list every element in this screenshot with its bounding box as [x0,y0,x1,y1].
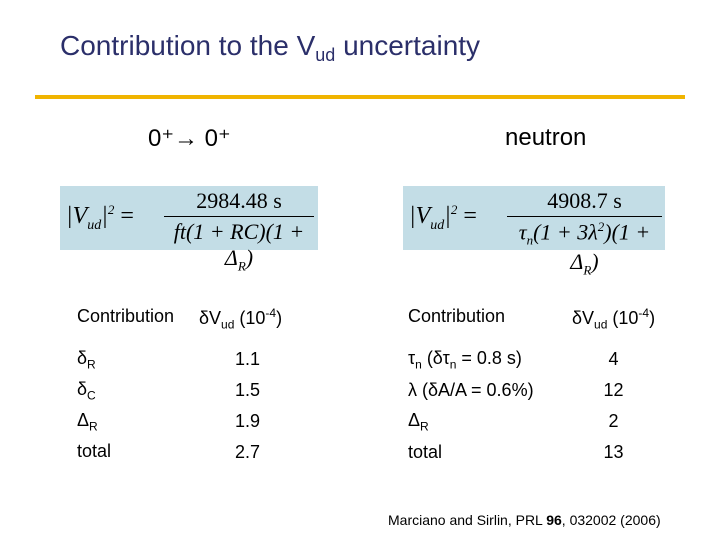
formula-denominator: τn(1 + 3λ2)(1 + ΔR) [518,219,651,278]
row-value: 12 [603,380,624,400]
row-value: 13 [603,442,624,462]
superallowed-heading: 0⁺→ 0⁺ [148,125,231,152]
table-row: ΔR 2 [408,406,655,437]
row-value: 2 [608,411,619,431]
formula-lhs: |Vud|2 = [409,202,477,233]
neutron-table: Contribution δVud (10-4) τn (δτn = 0.8 s… [408,300,655,468]
header-contribution: Contribution [77,306,175,326]
table-row: λ (δA/A = 0.6%) 12 [408,375,655,406]
row-value: 1.9 [235,411,261,431]
row-value: 2.7 [235,442,261,462]
row-label: total [408,442,443,462]
row-label: λ (δA/A = 0.6%) [408,380,534,400]
header-contribution: Contribution [408,306,506,326]
table-header-row: Contribution δVud (10-4) [408,300,655,344]
neutron-heading: neutron [505,124,587,151]
formula-numerator: 2984.48 s [196,188,282,213]
table-header-row: Contribution δVud (10-4) [77,300,282,344]
neutron-formula: |Vud|2 = 4908.7 s τn(1 + 3λ2)(1 + ΔR) [403,186,665,277]
header-delta-vud: δVud (10-4) [199,306,283,332]
header-delta-vud: δVud (10-4) [572,306,656,332]
table-row: δR 1.1 [77,344,282,375]
table-row: total 2.7 [77,437,282,468]
superallowed-table: Contribution δVud (10-4) δR 1.1 δC 1.5 Δ… [77,300,282,468]
row-label: ΔR [408,409,429,434]
table-row: total 13 [408,437,655,468]
row-value: 1.1 [235,349,261,369]
citation: Marciano and Sirlin, PRL 96, 032002 (200… [388,512,661,528]
row-label: ΔR [77,409,98,434]
fraction-bar [507,216,662,217]
formula-fraction: 2984.48 s ft(1 + RC)(1 + ΔR) [164,188,314,274]
title-divider [35,95,685,99]
row-label: δC [77,378,96,403]
table-row: δC 1.5 [77,375,282,406]
formula-fraction: 4908.7 s τn(1 + 3λ2)(1 + ΔR) [507,188,662,278]
row-value: 4 [608,349,619,369]
table-row: τn (δτn = 0.8 s) 4 [408,344,655,375]
slide-title: Contribution to the Vud uncertainty [60,30,481,65]
formula-lhs: |Vud|2 = [66,202,134,233]
superallowed-formula: |Vud|2 = 2984.48 s ft(1 + RC)(1 + ΔR) [60,186,318,273]
table-row: ΔR 1.9 [77,406,282,437]
formula-numerator: 4908.7 s [547,188,622,213]
row-label: total [77,440,112,461]
row-value: 1.5 [235,380,261,400]
row-label: τn (δτn = 0.8 s) [408,347,522,372]
row-label: δR [77,347,96,372]
formula-denominator: ft(1 + RC)(1 + ΔR) [173,219,305,274]
fraction-bar [164,216,314,217]
